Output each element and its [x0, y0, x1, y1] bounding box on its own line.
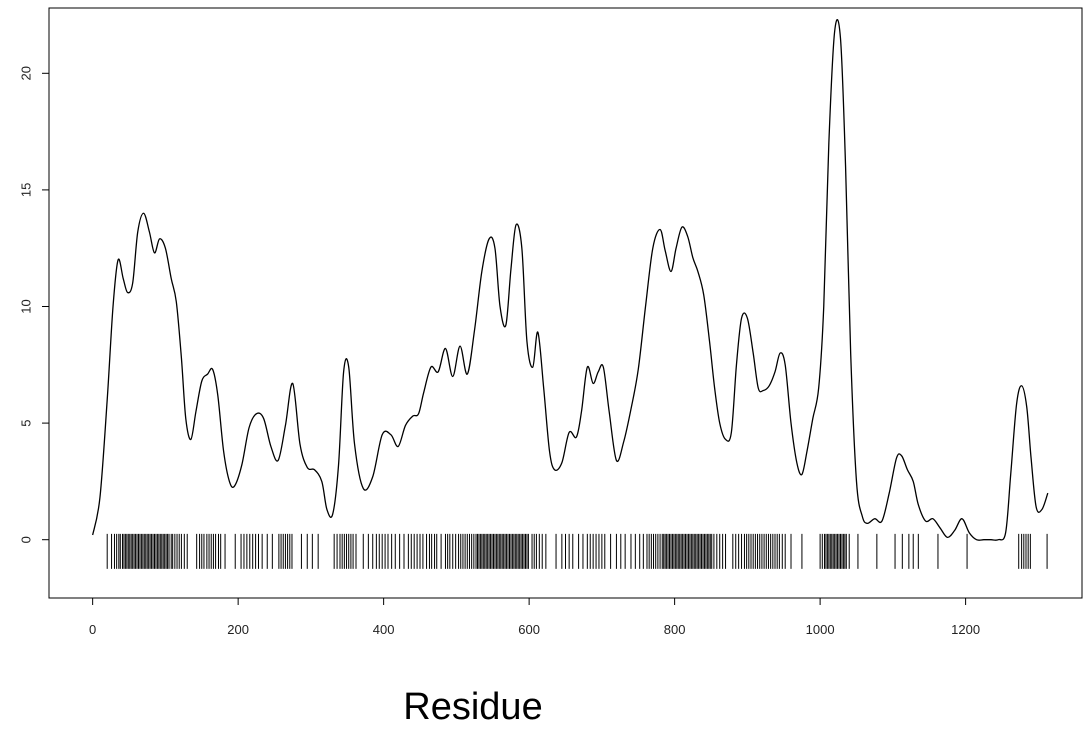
rug-marks	[106, 533, 1048, 569]
y-tick-label: 5	[19, 419, 34, 426]
x-tick-label: 800	[664, 622, 686, 637]
y-tick-label: 0	[19, 536, 34, 543]
x-tick-label: 0	[89, 622, 96, 637]
y-tick-label: 20	[19, 66, 34, 80]
plot-frame	[48, 7, 1083, 599]
y-axis: 0 5 10 15 20	[19, 66, 49, 543]
x-tick-label: 200	[227, 622, 249, 637]
x-tick-label: 400	[373, 622, 395, 637]
x-axis: 0 200 400 600 800 1000 1200	[89, 598, 980, 637]
x-tick-label: 600	[518, 622, 540, 637]
x-axis-label: Residue	[403, 686, 543, 728]
y-tick-label: 10	[19, 299, 34, 313]
x-tick-label: 1000	[806, 622, 835, 637]
x-tick-label: 1200	[951, 622, 980, 637]
y-tick-label: 15	[19, 183, 34, 197]
density-line	[92, 19, 1049, 541]
